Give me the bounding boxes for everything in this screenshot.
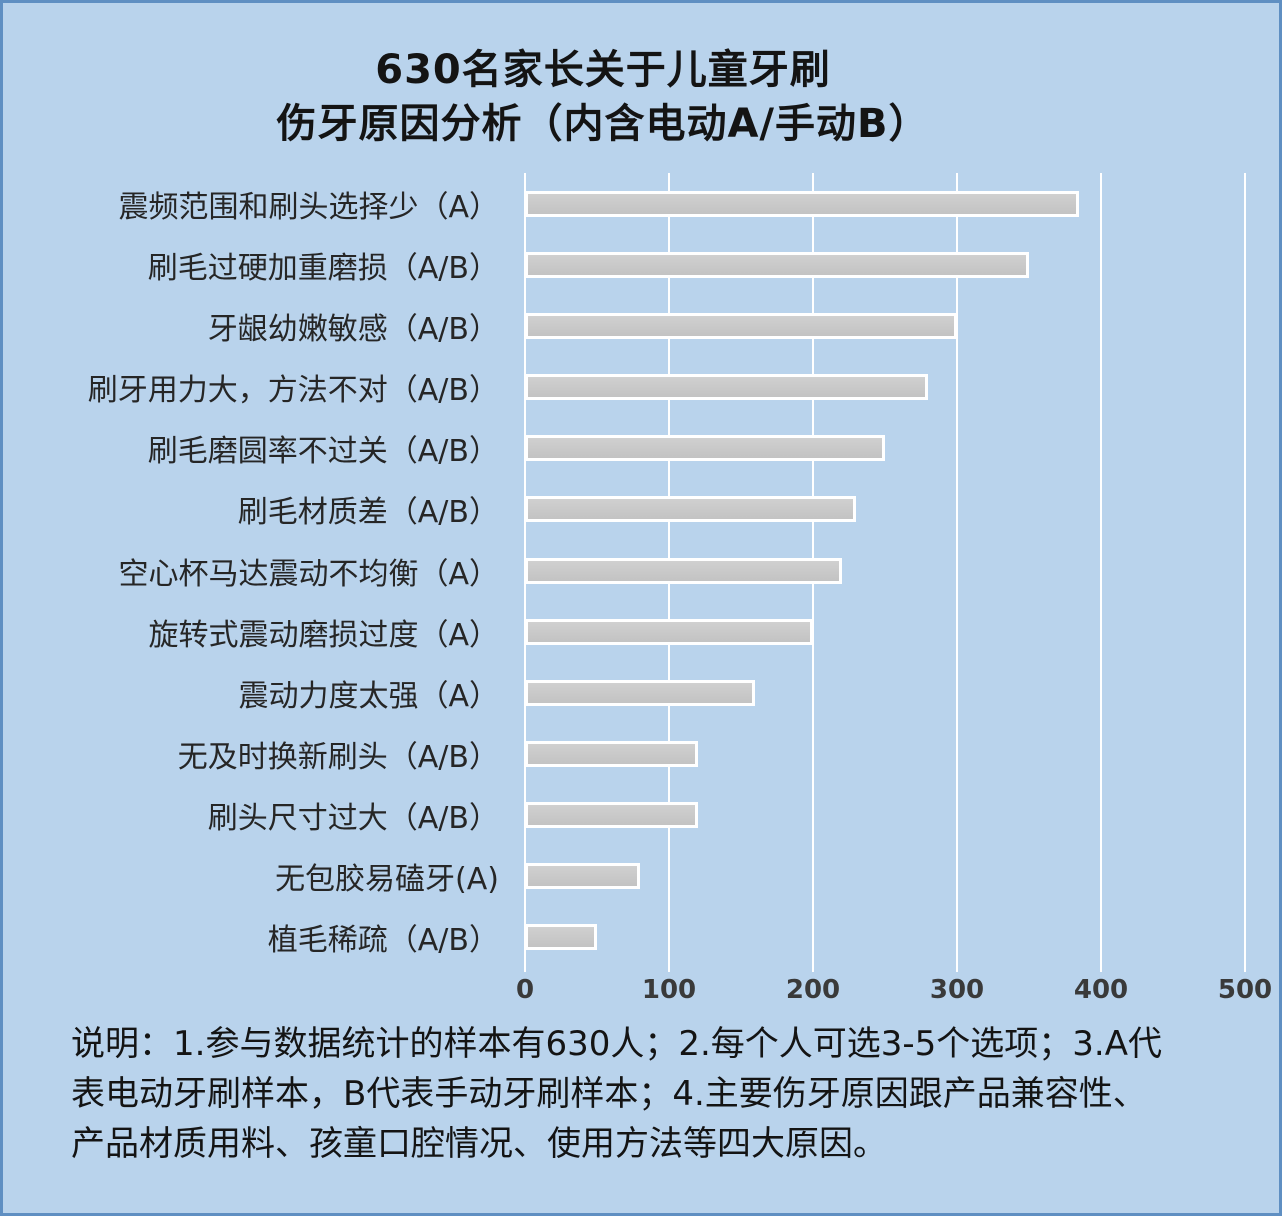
- bar-row: [525, 234, 1245, 295]
- bar: [525, 312, 957, 339]
- footnote-line2: 表电动牙刷样本，B代表手动牙刷样本；4.主要伤牙原因跟产品兼容性、: [71, 1074, 1147, 1114]
- category-label: 震频范围和刷头选择少（A）: [118, 189, 499, 225]
- bar-row: [525, 846, 1245, 907]
- x-tick-label: 100: [641, 975, 697, 1005]
- bar: [525, 496, 857, 523]
- x-tick-label: 200: [785, 975, 841, 1005]
- x-tick-label: 400: [1073, 975, 1129, 1005]
- x-axis: 0 100 200 300 400 500: [3, 975, 1279, 1015]
- chart-title-line2: 伤牙原因分析（内含电动A/手动B）: [276, 101, 930, 147]
- category-labels: 震频范围和刷头选择少（A） 刷毛过硬加重磨损（A/B） 牙龈幼嫩敏感（A/B） 刷牙用…: [3, 173, 499, 968]
- bar: [525, 190, 1080, 217]
- bar-row: [525, 785, 1245, 846]
- bar: [525, 557, 842, 584]
- category-label: 牙龈幼嫩敏感（A/B）: [207, 311, 499, 347]
- category-label: 空心杯马达震动不均衡（A）: [118, 556, 499, 592]
- category-label: 无包胶易磕牙(A): [275, 862, 499, 898]
- bar-row: [525, 601, 1245, 662]
- bar: [525, 374, 929, 401]
- bar: [525, 251, 1029, 278]
- bar: [525, 863, 641, 890]
- category-label: 刷头尺寸过大（A/B）: [207, 801, 499, 837]
- plot-area: [524, 173, 1246, 972]
- category-label: 植毛稀疏（A/B）: [267, 923, 499, 959]
- category-label: 刷毛材质差（A/B）: [237, 495, 499, 531]
- chart-title: 630名家长关于儿童牙刷 伤牙原因分析（内含电动A/手动B）: [3, 43, 1203, 151]
- x-tick-label: 0: [515, 975, 535, 1005]
- bar: [525, 618, 813, 645]
- category-label: 刷毛磨圆率不过关（A/B）: [147, 434, 499, 470]
- bars-container: [525, 173, 1245, 968]
- category-label: 旋转式震动磨损过度（A）: [148, 617, 499, 653]
- footnote: 说明：1.参与数据统计的样本有630人；2.每个人可选3-5个选项；3.A代 表…: [71, 1019, 1241, 1169]
- bar: [525, 924, 597, 951]
- bar-row: [525, 662, 1245, 723]
- bar-row: [525, 356, 1245, 417]
- x-tick-label: 500: [1217, 975, 1273, 1005]
- bar-row: [525, 907, 1245, 968]
- bar: [525, 740, 698, 767]
- category-label: 刷毛过硬加重磨损（A/B）: [147, 250, 499, 286]
- bar-row: [525, 540, 1245, 601]
- bar-row: [525, 418, 1245, 479]
- gridline-400: [1100, 173, 1102, 972]
- bar-row: [525, 295, 1245, 356]
- category-label: 刷牙用力大，方法不对（A/B）: [87, 373, 499, 409]
- gridline-300: [956, 173, 958, 972]
- bar: [525, 679, 756, 706]
- footnote-line3: 产品材质用料、孩童口腔情况、使用方法等四大原因。: [71, 1124, 887, 1164]
- footnote-line1: 说明：1.参与数据统计的样本有630人；2.每个人可选3-5个选项；3.A代: [71, 1024, 1163, 1064]
- x-tick-label: 300: [929, 975, 985, 1005]
- bar-row: [525, 479, 1245, 540]
- bar: [525, 435, 885, 462]
- bar: [525, 802, 698, 829]
- category-label: 无及时换新刷头（A/B）: [177, 739, 499, 775]
- chart-title-line1: 630名家长关于儿童牙刷: [375, 47, 831, 93]
- bar-row: [525, 173, 1245, 234]
- category-label: 震动力度太强（A）: [238, 678, 499, 714]
- bar-row: [525, 723, 1245, 784]
- gridline-500: [1244, 173, 1246, 972]
